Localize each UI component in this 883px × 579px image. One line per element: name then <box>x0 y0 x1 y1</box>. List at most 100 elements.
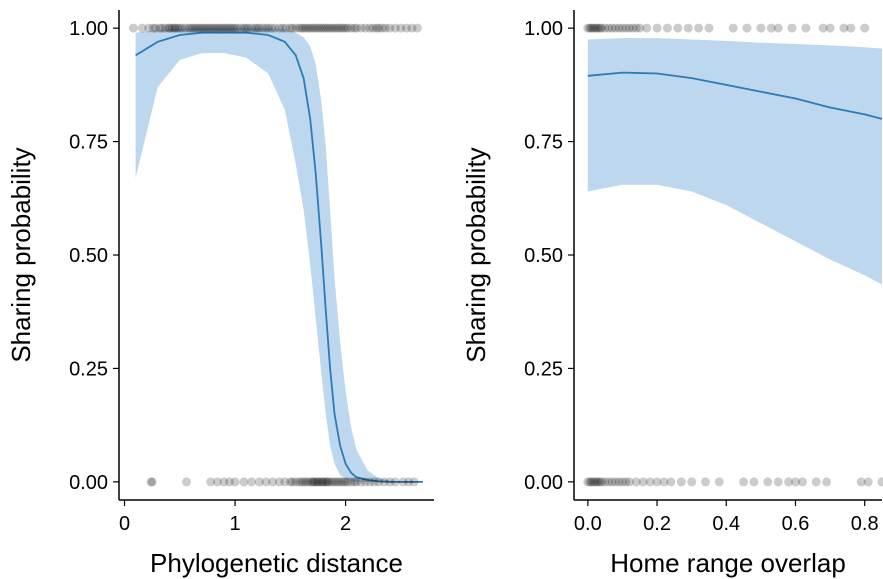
data-point <box>301 477 311 487</box>
data-point <box>617 477 627 487</box>
y-axis-title: Sharing probability <box>6 147 36 362</box>
data-point <box>586 23 596 33</box>
data-point <box>312 477 322 487</box>
x-tick-label: 0 <box>119 513 130 535</box>
data-point <box>170 23 180 33</box>
data-point <box>193 23 202 33</box>
data-point <box>590 477 600 487</box>
data-point <box>327 477 337 487</box>
data-point <box>763 477 773 487</box>
data-point <box>701 477 710 487</box>
data-point <box>346 477 356 487</box>
data-point <box>749 477 759 487</box>
y-tick-label: 0.75 <box>69 132 108 154</box>
data-point <box>151 23 160 33</box>
data-point <box>215 23 225 33</box>
data-point <box>659 477 669 487</box>
data-point <box>285 23 295 33</box>
data-point <box>662 23 672 33</box>
data-point <box>291 477 301 487</box>
x-tick-label: 2 <box>340 513 351 535</box>
data-point <box>401 23 411 33</box>
data-point <box>374 23 384 33</box>
data-point <box>303 23 313 33</box>
y-tick-label: 1.00 <box>69 18 108 40</box>
data-point <box>356 477 366 487</box>
data-point <box>281 23 291 33</box>
data-point <box>592 23 601 33</box>
data-point <box>160 23 170 33</box>
data-point <box>593 23 603 33</box>
data-point <box>243 23 253 33</box>
data-point <box>642 23 652 33</box>
data-point <box>638 477 648 487</box>
data-point <box>607 23 617 33</box>
data-point <box>597 23 607 33</box>
data-point <box>296 23 306 33</box>
data-point <box>241 23 251 33</box>
data-point <box>270 23 280 33</box>
data-point <box>614 23 624 33</box>
x-tick-label: 0.2 <box>643 513 671 535</box>
confidence-ribbon <box>135 28 423 482</box>
data-point <box>617 23 627 33</box>
data-point <box>274 23 284 33</box>
data-point <box>323 477 333 487</box>
data-point <box>223 23 233 33</box>
data-point <box>252 23 262 33</box>
data-point <box>673 23 683 33</box>
data-point <box>327 23 337 33</box>
data-point <box>586 477 596 487</box>
data-point <box>250 23 260 33</box>
data-point <box>404 477 414 487</box>
data-point <box>288 23 297 33</box>
data-point <box>274 477 284 487</box>
data-point <box>797 477 807 487</box>
data-point <box>621 23 631 33</box>
data-point <box>258 23 268 33</box>
data-point <box>261 23 271 33</box>
data-point <box>766 23 776 33</box>
data-point <box>585 477 595 487</box>
data-point <box>316 477 326 487</box>
data-point <box>592 477 601 487</box>
data-point <box>604 23 614 33</box>
data-point <box>607 477 617 487</box>
x-tick-label: 1 <box>229 513 240 535</box>
data-point <box>230 477 240 487</box>
data-point <box>621 477 631 487</box>
data-point <box>236 23 246 33</box>
data-point <box>177 23 187 33</box>
confidence-ribbon <box>587 38 882 285</box>
data-point <box>600 23 610 33</box>
data-point <box>294 23 304 33</box>
data-point <box>396 23 406 33</box>
data-point <box>590 23 600 33</box>
data-point <box>285 477 295 487</box>
data-point <box>307 23 317 33</box>
data-point <box>624 477 634 487</box>
data-point <box>155 23 165 33</box>
data-point <box>164 23 174 33</box>
data-point <box>336 23 346 33</box>
data-point <box>175 23 185 33</box>
data-point <box>217 23 227 33</box>
data-point <box>204 23 213 33</box>
data-point <box>268 477 278 487</box>
panel-left: 0.00 0.25 0.50 0.75 1.00 0 1 2 Phylogenetic dist… <box>6 10 434 578</box>
data-point <box>801 23 811 33</box>
data-point <box>221 23 231 33</box>
data-point <box>263 23 273 33</box>
data-point <box>356 23 366 33</box>
y-tick-label: 0.00 <box>524 472 563 494</box>
data-point <box>604 477 614 487</box>
data-point <box>374 477 384 487</box>
data-point <box>787 23 797 33</box>
data-point <box>173 23 183 33</box>
data-point <box>588 477 598 487</box>
data-point <box>361 477 370 487</box>
data-point <box>756 23 766 33</box>
data-point <box>645 477 655 487</box>
data-point <box>312 23 322 33</box>
